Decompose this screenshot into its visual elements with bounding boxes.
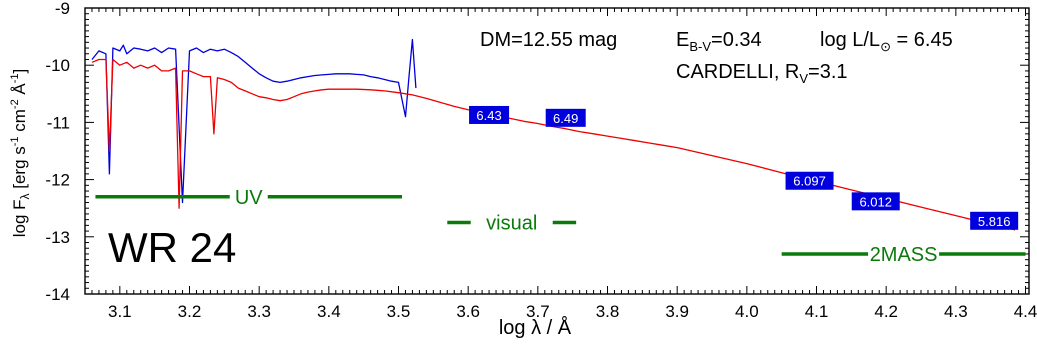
y-axis-label-unit1: [erg s [10,146,29,193]
y-axis-label-unit3: Å [10,83,29,100]
y-tick-label: -13 [45,228,70,247]
y-tick-label: -9 [55,0,70,18]
annotation-dm: DM=12.55 mag [480,29,617,51]
x-tick-label: 3.6 [456,302,480,321]
x-tick-label: 3.5 [387,302,411,321]
x-tick-label: 3.8 [596,302,620,321]
annotation-extinction-law: CARDELLI, RV=3.1 [676,61,848,86]
spectrum-series-0 [91,38,417,204]
x-tick-label: 4.3 [944,302,968,321]
band-label: 2MASS [870,244,938,266]
band-label: visual [486,213,537,235]
x-tick-label: 3.4 [317,302,341,321]
y-axis-label-unit2: cm [10,109,29,136]
y-tick-label: -12 [45,171,70,190]
x-tick-label: 3.9 [665,302,689,321]
x-tick-label: 4.2 [874,302,898,321]
x-tick-label: 3.2 [178,302,202,321]
annotation-luminosity: log L/L⊙ = 6.45 [820,29,953,54]
x-tick-label: 4.1 [805,302,829,321]
photometry-box [970,211,1019,230]
photometry-layer: 6.43 6.49 6.097 6.012 5.816 [469,105,1019,230]
x-tick-labels: 3.1 3.2 3.3 3.4 3.5 3.6 3.7 3.8 3.9 4.0 4.1 4.2 4.3 4… [108,302,1037,321]
x-tick-label: 3.7 [526,302,550,321]
photometry-label: 5.816 [978,214,1011,229]
spectrum-series-1 [91,58,1016,231]
y-tick-label: -14 [45,285,70,304]
y-tick-label: -11 [47,113,70,132]
star-name: WR 24 [108,224,236,271]
photometry-box [469,105,510,124]
plot-frame [84,7,1030,295]
photometry-box [785,171,834,190]
spectra-layer [91,38,1016,231]
photometry-box [545,108,586,127]
photometry-label: 6.43 [476,108,501,123]
y-axis-label-main: log F [10,199,29,237]
photometry-label: 6.49 [553,111,578,126]
photometry-box [851,192,900,211]
x-tick-label: 3.3 [247,302,271,321]
y-axis-label-exp3: -1 [9,73,21,83]
y-axis-label: log Fλ [erg s-1 cm-2 Å-1] [9,69,32,238]
y-axis-label-exp1: -1 [9,136,21,146]
photometry-label: 6.097 [793,174,826,189]
y-tick-label: -10 [45,56,70,75]
bands-layer: UV visual 2MASS [95,187,1026,266]
y-tick-labels: -9 -10 -11 -12 -13 -14 [45,0,70,304]
x-tick-label: 4.4 [1014,302,1037,321]
x-axis-label: log λ / Å [499,316,572,339]
y-axis-label-end: ] [10,69,29,74]
band-label: UV [235,187,263,209]
y-axis-label-lambda: λ [18,193,32,199]
x-tick-label: 4.0 [735,302,759,321]
x-tick-label: 3.1 [108,302,132,321]
annotation-ebv: EB-V=0.34 [676,29,762,54]
y-axis-label-exp2: -2 [9,99,21,109]
photometry-label: 6.012 [859,194,892,209]
